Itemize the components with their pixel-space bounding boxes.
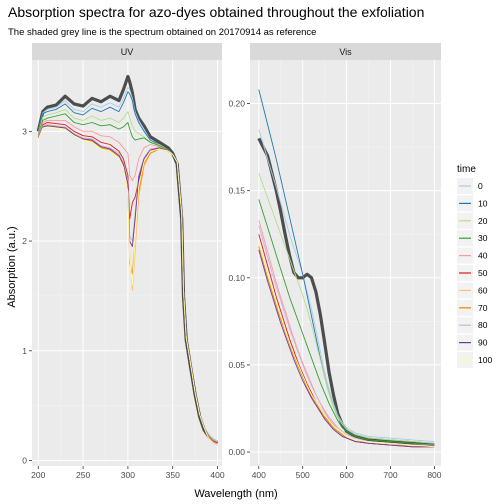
x-tick-label: 400 <box>210 470 224 480</box>
plot-background-vis <box>250 60 441 466</box>
series-line-vis-80 <box>258 225 435 446</box>
legend-label-90: 90 <box>478 338 488 348</box>
strip-vis <box>250 43 441 60</box>
legend-label-0: 0 <box>478 181 483 191</box>
series-line-vis-30 <box>258 199 435 446</box>
x-axis-title: Wavelength (nm) <box>194 488 277 500</box>
y-tick-label: 0.15 <box>228 186 245 196</box>
legend-label-50: 50 <box>478 268 488 278</box>
legend-label-60: 60 <box>478 285 488 295</box>
x-tick-label: 350 <box>166 470 180 480</box>
legend-label-40: 40 <box>478 251 488 261</box>
x-tick-label: 300 <box>121 470 135 480</box>
legend-label-70: 70 <box>478 303 488 313</box>
series-line-vis-20 <box>258 173 435 444</box>
x-tick-label: 250 <box>76 470 90 480</box>
chart-title: Absorption spectra for azo-dyes obtained… <box>8 4 424 20</box>
panel-uv: UV 200 250 300 350 400 0 1 2 3 <box>22 43 225 480</box>
series-line-vis-90 <box>258 249 435 448</box>
series-lines-vis <box>257 89 435 448</box>
y-tick-label: 0 <box>22 456 27 466</box>
y-tick-label: 2 <box>22 236 27 246</box>
strip-label-vis: Vis <box>339 47 352 57</box>
x-tick-label: 700 <box>383 470 397 480</box>
x-tick-label: 200 <box>31 470 45 480</box>
chart-subtitle: The shaded grey line is the spectrum obt… <box>8 27 316 38</box>
strip-uv <box>32 43 222 60</box>
y-tick-label: 0.20 <box>228 99 245 109</box>
series-line-vis-100 <box>258 242 435 448</box>
y-tick-label: 3 <box>22 126 27 136</box>
x-tick-label: 500 <box>296 470 310 480</box>
series-lines-uv <box>36 74 219 446</box>
x-tick-label: 400 <box>252 470 266 480</box>
series-line-vis-0 <box>258 129 435 443</box>
y-tick-label: 0.10 <box>228 273 245 283</box>
legend-label-10: 10 <box>478 198 488 208</box>
legend-title: time <box>457 164 476 175</box>
x-tick-label: 600 <box>340 470 354 480</box>
y-tick-label: 0.05 <box>228 360 245 370</box>
legend-label-30: 30 <box>478 233 488 243</box>
legend: time 0 10 20 30 40 50 60 70 80 90 100 <box>457 164 492 368</box>
x-tick-label: 800 <box>427 470 441 480</box>
legend-label-80: 80 <box>478 320 488 330</box>
panel-vis: Vis 400 500 600 700 800 0.00 0.05 0.10 0.15 0.20 <box>228 43 442 480</box>
legend-label-20: 20 <box>478 216 488 226</box>
y-tick-label: 0.00 <box>228 447 245 457</box>
legend-label-100: 100 <box>478 355 492 365</box>
strip-label-uv: UV <box>121 47 134 57</box>
y-tick-label: 1 <box>22 346 27 356</box>
series-line-uv-100 <box>37 126 218 446</box>
y-axis-title: Absorption (a.u.) <box>6 226 18 307</box>
